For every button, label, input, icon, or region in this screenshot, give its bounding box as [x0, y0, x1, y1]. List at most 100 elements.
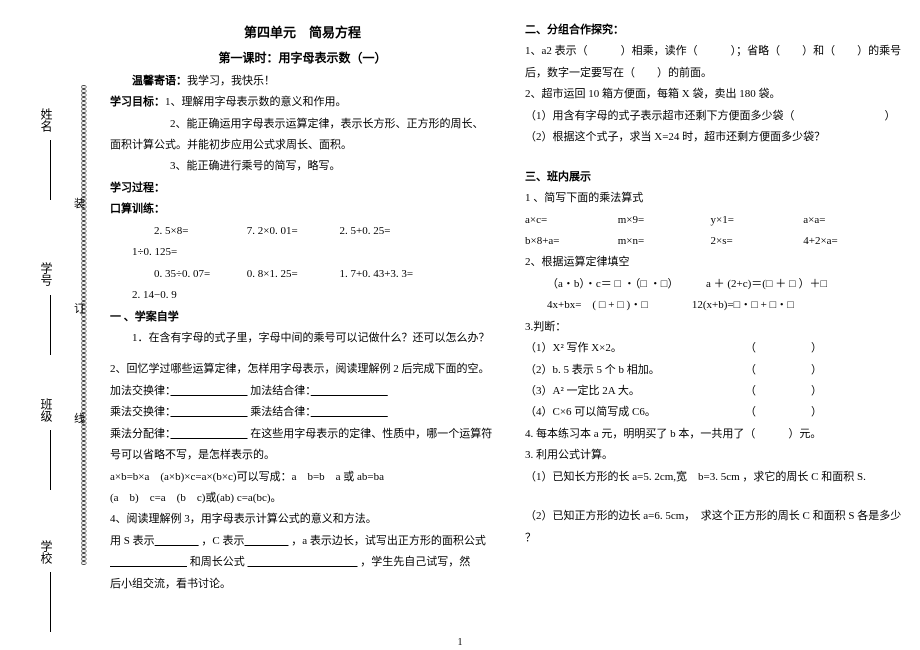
s1-7: 后小组交流，看书讨论。	[110, 574, 495, 595]
oral-1a: 2. 5×8=	[132, 221, 222, 242]
s1-1: 1．在含有字母的式子里，字母中间的乘号可以记做什么？还可以怎么办？	[110, 328, 495, 349]
blank	[244, 535, 288, 547]
law-row1: 加法交换律： 加法结合律：	[110, 381, 495, 402]
label-class: 班级	[38, 398, 55, 422]
j4: （4）C×6 可以简写成 C6。（ ）	[525, 402, 910, 423]
binder-xian: 线	[74, 410, 85, 426]
r3-row2: b×8+a= m×n= 2×s= 4+2×a=	[525, 231, 910, 252]
s1-5a: 用 S 表示	[110, 535, 155, 547]
law-row3: 乘法分配律： 在这些用字母表示的定律、性质中，哪一个运算符号可以省略不写，是怎样…	[110, 424, 495, 467]
line-class	[50, 430, 51, 490]
s1-eq2: (a b) c=a (b c)或(ab) c=a(bc)。	[110, 488, 495, 509]
j1-p: （ ）	[745, 342, 822, 354]
law-1a: 加法交换律：	[110, 385, 171, 397]
r2-2ab: ）	[885, 110, 896, 122]
s1-6: 和周长公式 ，学生先自己试写，然	[110, 552, 495, 573]
label-school: 学校	[38, 540, 55, 564]
r3r1d: a×a=	[803, 210, 893, 231]
r3r1a: a×c=	[525, 210, 615, 231]
r3-1: 1 、简写下面的乘法算式	[525, 188, 910, 209]
label-name: 姓名	[38, 108, 55, 132]
column-right: 二、分组合作探究： 1、a2 表示（ ）相乘，读作（ ）；省略（ ）和（ ）的乘…	[525, 20, 910, 640]
j2-text: （2）b. 5 表示 5 个 b 相加。	[525, 360, 745, 381]
blank	[311, 385, 388, 397]
r3-2a: （a・b）・c＝ □ ・（□ ・□） a ＋ (2+c)＝(□ ＋ □ ）＋□	[525, 274, 910, 295]
spacer	[525, 488, 910, 506]
side-label-strip: 姓名 学号 班级 学校	[28, 0, 68, 650]
r3r2a: b×8+a=	[525, 231, 615, 252]
binding-marks: 0000000000000000000000000000000000000000…	[78, 0, 86, 650]
r3-row1: a×c= m×9= y×1= a×a=	[525, 210, 910, 231]
oral-2d: 2. 14−0. 9	[110, 285, 200, 306]
sec3-title: 三、班内展示	[525, 167, 910, 188]
oral-row1: 2. 5×8= 7. 2×0. 01= 2. 5+0. 25= 1÷0. 125…	[110, 221, 495, 264]
label-num: 学号	[38, 262, 55, 286]
oral-2a: 0. 35÷0. 07=	[132, 264, 222, 285]
s1-5b: ，C 表示	[201, 535, 244, 547]
goal-3: 3、能正确进行乘号的简写，略写。	[110, 156, 495, 177]
r2-1: 1、a2 表示（ ）相乘，读作（ ）；省略（ ）和（ ）的乘号	[525, 41, 910, 62]
blank	[171, 406, 248, 418]
r3-5: 3. 利用公式计算。	[525, 445, 910, 466]
oral-1b: 7. 2×0. 01=	[225, 221, 315, 242]
binder-zhuang: 装	[74, 195, 85, 211]
goal1-text: 1、理解用字母表示数的意义和作用。	[165, 96, 347, 108]
s1-2: 2、回忆学过哪些运算定律，怎样用字母表示，阅读理解例 2 后完成下面的空。	[110, 359, 495, 380]
oral-1c: 2. 5+0. 25=	[318, 221, 408, 242]
s1-6a: 和周长公式	[190, 556, 245, 568]
blank	[171, 385, 248, 397]
law-1b: 加法结合律：	[250, 385, 311, 397]
sec1-title: 一 、学案自学	[110, 307, 495, 328]
spacer	[525, 149, 910, 167]
goal-1: 学习目标：1、理解用字母表示数的意义和作用。	[110, 92, 495, 113]
oral-label: 口算训练：	[110, 199, 495, 220]
warm-line: 温馨寄语：我学习，我快乐！	[110, 71, 495, 92]
law-row2: 乘法交换律： 乘法结合律：	[110, 402, 495, 423]
r3r1b: m×9=	[618, 210, 708, 231]
binder-ding: 订	[74, 300, 85, 316]
line-num	[50, 295, 51, 355]
unit-title: 第四单元 简易方程	[110, 20, 495, 45]
blank	[311, 406, 388, 418]
oral-row2: 0. 35÷0. 07= 0. 8×1. 25= 1. 7+0. 43+3. 3…	[110, 264, 495, 307]
r3-5a: （1）已知长方形的长 a=5. 2cm,宽 b=3. 5cm ，求它的周长 C …	[525, 467, 910, 488]
s1-5c: ，a 表示边长，试写出正方形的面积公式	[291, 535, 486, 547]
oral-1d: 1÷0. 125=	[110, 242, 200, 263]
goal-2b: 面积计算公式。并能初步应用公式求周长、面积。	[110, 135, 495, 156]
j2-p: （ ）	[745, 364, 822, 376]
column-left: 第四单元 简易方程 第一课时：用字母表示数（一） 温馨寄语：我学习，我快乐！ 学…	[110, 20, 495, 640]
j3-text: （3）A² 一定比 2A 大。	[525, 381, 745, 402]
r2-2a: （1）用含有字母的式子表示超市还剩下方便面多少袋（ ）	[525, 106, 910, 127]
r3r2b: m×n=	[618, 231, 708, 252]
law-2b: 乘法结合律：	[250, 406, 311, 418]
r3-4: 4. 每本练习本 a 元，明明买了 b 本，一共用了（ ）元。	[525, 424, 910, 445]
r3r2d: 4+2×a=	[803, 231, 893, 252]
oral-2c: 1. 7+0. 43+3. 3=	[318, 264, 428, 285]
j2: （2）b. 5 表示 5 个 b 相加。（ ）	[525, 360, 910, 381]
r2-1b: 后，数字一定要写在（ ）的前面。	[525, 63, 910, 84]
r3r1c: y×1=	[711, 210, 801, 231]
j3: （3）A² 一定比 2A 大。（ ）	[525, 381, 910, 402]
warm-text: 我学习，我快乐！	[187, 75, 275, 87]
r3r2c: 2×s=	[711, 231, 801, 252]
oral-2b: 0. 8×1. 25=	[225, 264, 315, 285]
j1-text: （1）X² 写作 X×2。	[525, 338, 745, 359]
goal-2: 2、能正确运用字母表示运算定律，表示长方形、正方形的周长、	[110, 114, 495, 135]
r3-2b: 4x+bx= ( □ + □ )・□ 12(x+b)=□・□ + □・□	[525, 295, 910, 316]
line-name	[50, 140, 51, 200]
warm-label: 温馨寄语：	[132, 75, 187, 87]
r2-2a-text: （1）用含有字母的式子表示超市还剩下方便面多少袋（	[525, 110, 795, 122]
j3-p: （ ）	[745, 385, 822, 397]
line-school	[50, 572, 51, 632]
law-3: 乘法分配律：	[110, 428, 171, 440]
lesson-title: 第一课时：用字母表示数（一）	[110, 47, 495, 70]
r3-2: 2、根据运算定律填空	[525, 252, 910, 273]
blank	[248, 556, 358, 568]
r2-2b: （2）根据这个式子，求当 X=24 时，超市还剩方便面多少袋？	[525, 127, 910, 148]
page-number: 1	[458, 637, 463, 648]
s1-6b: ，学生先自己试写，然	[360, 556, 470, 568]
s1-5: 用 S 表示 ，C 表示 ，a 表示边长，试写出正方形的面积公式	[110, 531, 495, 552]
s1-eq1: a×b=b×a (a×b)×c=a×(b×c)可以写成：a b=b a 或 ab…	[110, 467, 495, 488]
j4-text: （4）C×6 可以简写成 C6。	[525, 402, 745, 423]
spacer	[110, 349, 495, 359]
